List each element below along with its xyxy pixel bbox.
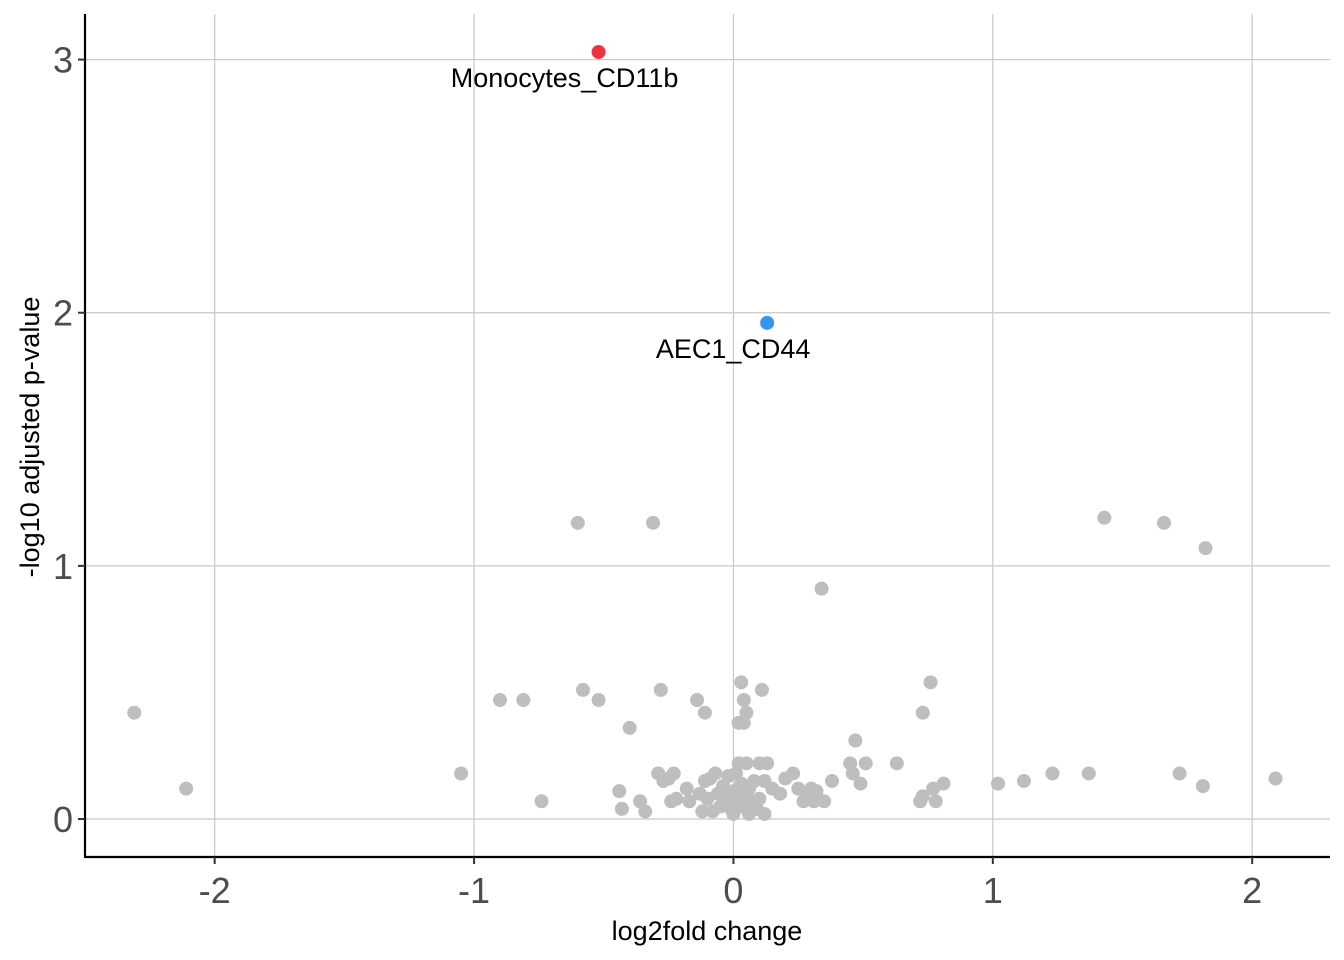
data-point (646, 515, 661, 530)
data-point (534, 794, 549, 809)
data-point (754, 682, 769, 697)
data-point (817, 794, 832, 809)
data-point (493, 693, 507, 708)
data-point (739, 705, 754, 720)
point-label: AEC1_CD44 (656, 334, 811, 364)
data-point (853, 776, 868, 791)
data-point (1097, 510, 1112, 525)
highlighted-point (591, 44, 606, 59)
data-point (1045, 766, 1060, 781)
ticks: -2 -1 0 1 2 0 1 2 3 (53, 40, 1262, 911)
data-point (1157, 515, 1171, 530)
data-point (928, 794, 943, 809)
data-point (638, 804, 653, 819)
data-point (516, 693, 531, 708)
data-point (791, 781, 806, 796)
x-tick-label: 0 (723, 870, 743, 911)
data-point (690, 693, 705, 708)
data-points (127, 44, 1283, 821)
data-point (936, 776, 951, 791)
data-point (1268, 771, 1283, 786)
data-point (760, 756, 775, 771)
data-point (695, 804, 710, 819)
data-point (614, 801, 629, 816)
data-point (1198, 541, 1213, 556)
data-point (179, 781, 194, 796)
data-point (773, 786, 788, 801)
data-point (915, 705, 930, 720)
axes (83, 14, 1330, 859)
data-point (1172, 766, 1187, 781)
data-point (747, 774, 762, 789)
data-point (848, 733, 863, 748)
data-point (845, 766, 860, 781)
data-point (570, 515, 585, 530)
data-point (1195, 779, 1210, 794)
data-point (736, 693, 751, 708)
y-tick-label: 2 (53, 293, 73, 334)
point-label: Monocytes_CD11b (451, 63, 679, 93)
annotations: Monocytes_CD11b AEC1_CD44 (451, 63, 811, 364)
y-tick-label: 3 (53, 40, 73, 81)
data-point (591, 693, 606, 708)
data-point (669, 791, 684, 806)
x-tick-label: -1 (458, 870, 490, 911)
data-point (576, 682, 590, 697)
data-point (700, 791, 715, 806)
highlighted-point (760, 315, 775, 330)
x-tick-label: -2 (199, 870, 231, 911)
data-point (622, 720, 637, 735)
x-tick-label: 1 (983, 870, 1003, 911)
data-point (739, 756, 754, 771)
y-tick-label: 0 (53, 799, 73, 840)
data-point (682, 794, 697, 809)
data-point (809, 784, 824, 799)
x-tick-label: 2 (1242, 870, 1262, 911)
data-point (1081, 766, 1096, 781)
data-point (915, 789, 930, 804)
data-point (612, 784, 627, 799)
data-point (814, 581, 829, 596)
data-point (666, 766, 681, 781)
data-point (734, 675, 749, 690)
grid (85, 14, 1330, 857)
data-point (653, 682, 668, 697)
data-point (923, 675, 938, 690)
y-axis-title: -log10 adjusted p-value (15, 297, 45, 578)
y-tick-label: 1 (53, 546, 73, 587)
data-point (454, 766, 469, 781)
data-point (697, 705, 712, 720)
data-point (858, 756, 873, 771)
data-point (991, 776, 1005, 791)
x-axis-title: log2fold change (612, 916, 803, 946)
data-point (1016, 774, 1031, 789)
data-point (926, 781, 941, 796)
data-point (889, 756, 904, 771)
data-point (825, 774, 839, 789)
data-point (708, 766, 723, 781)
data-point (127, 705, 142, 720)
data-point (757, 806, 772, 821)
data-point (752, 791, 767, 806)
data-point (786, 766, 801, 781)
data-point (679, 781, 694, 796)
